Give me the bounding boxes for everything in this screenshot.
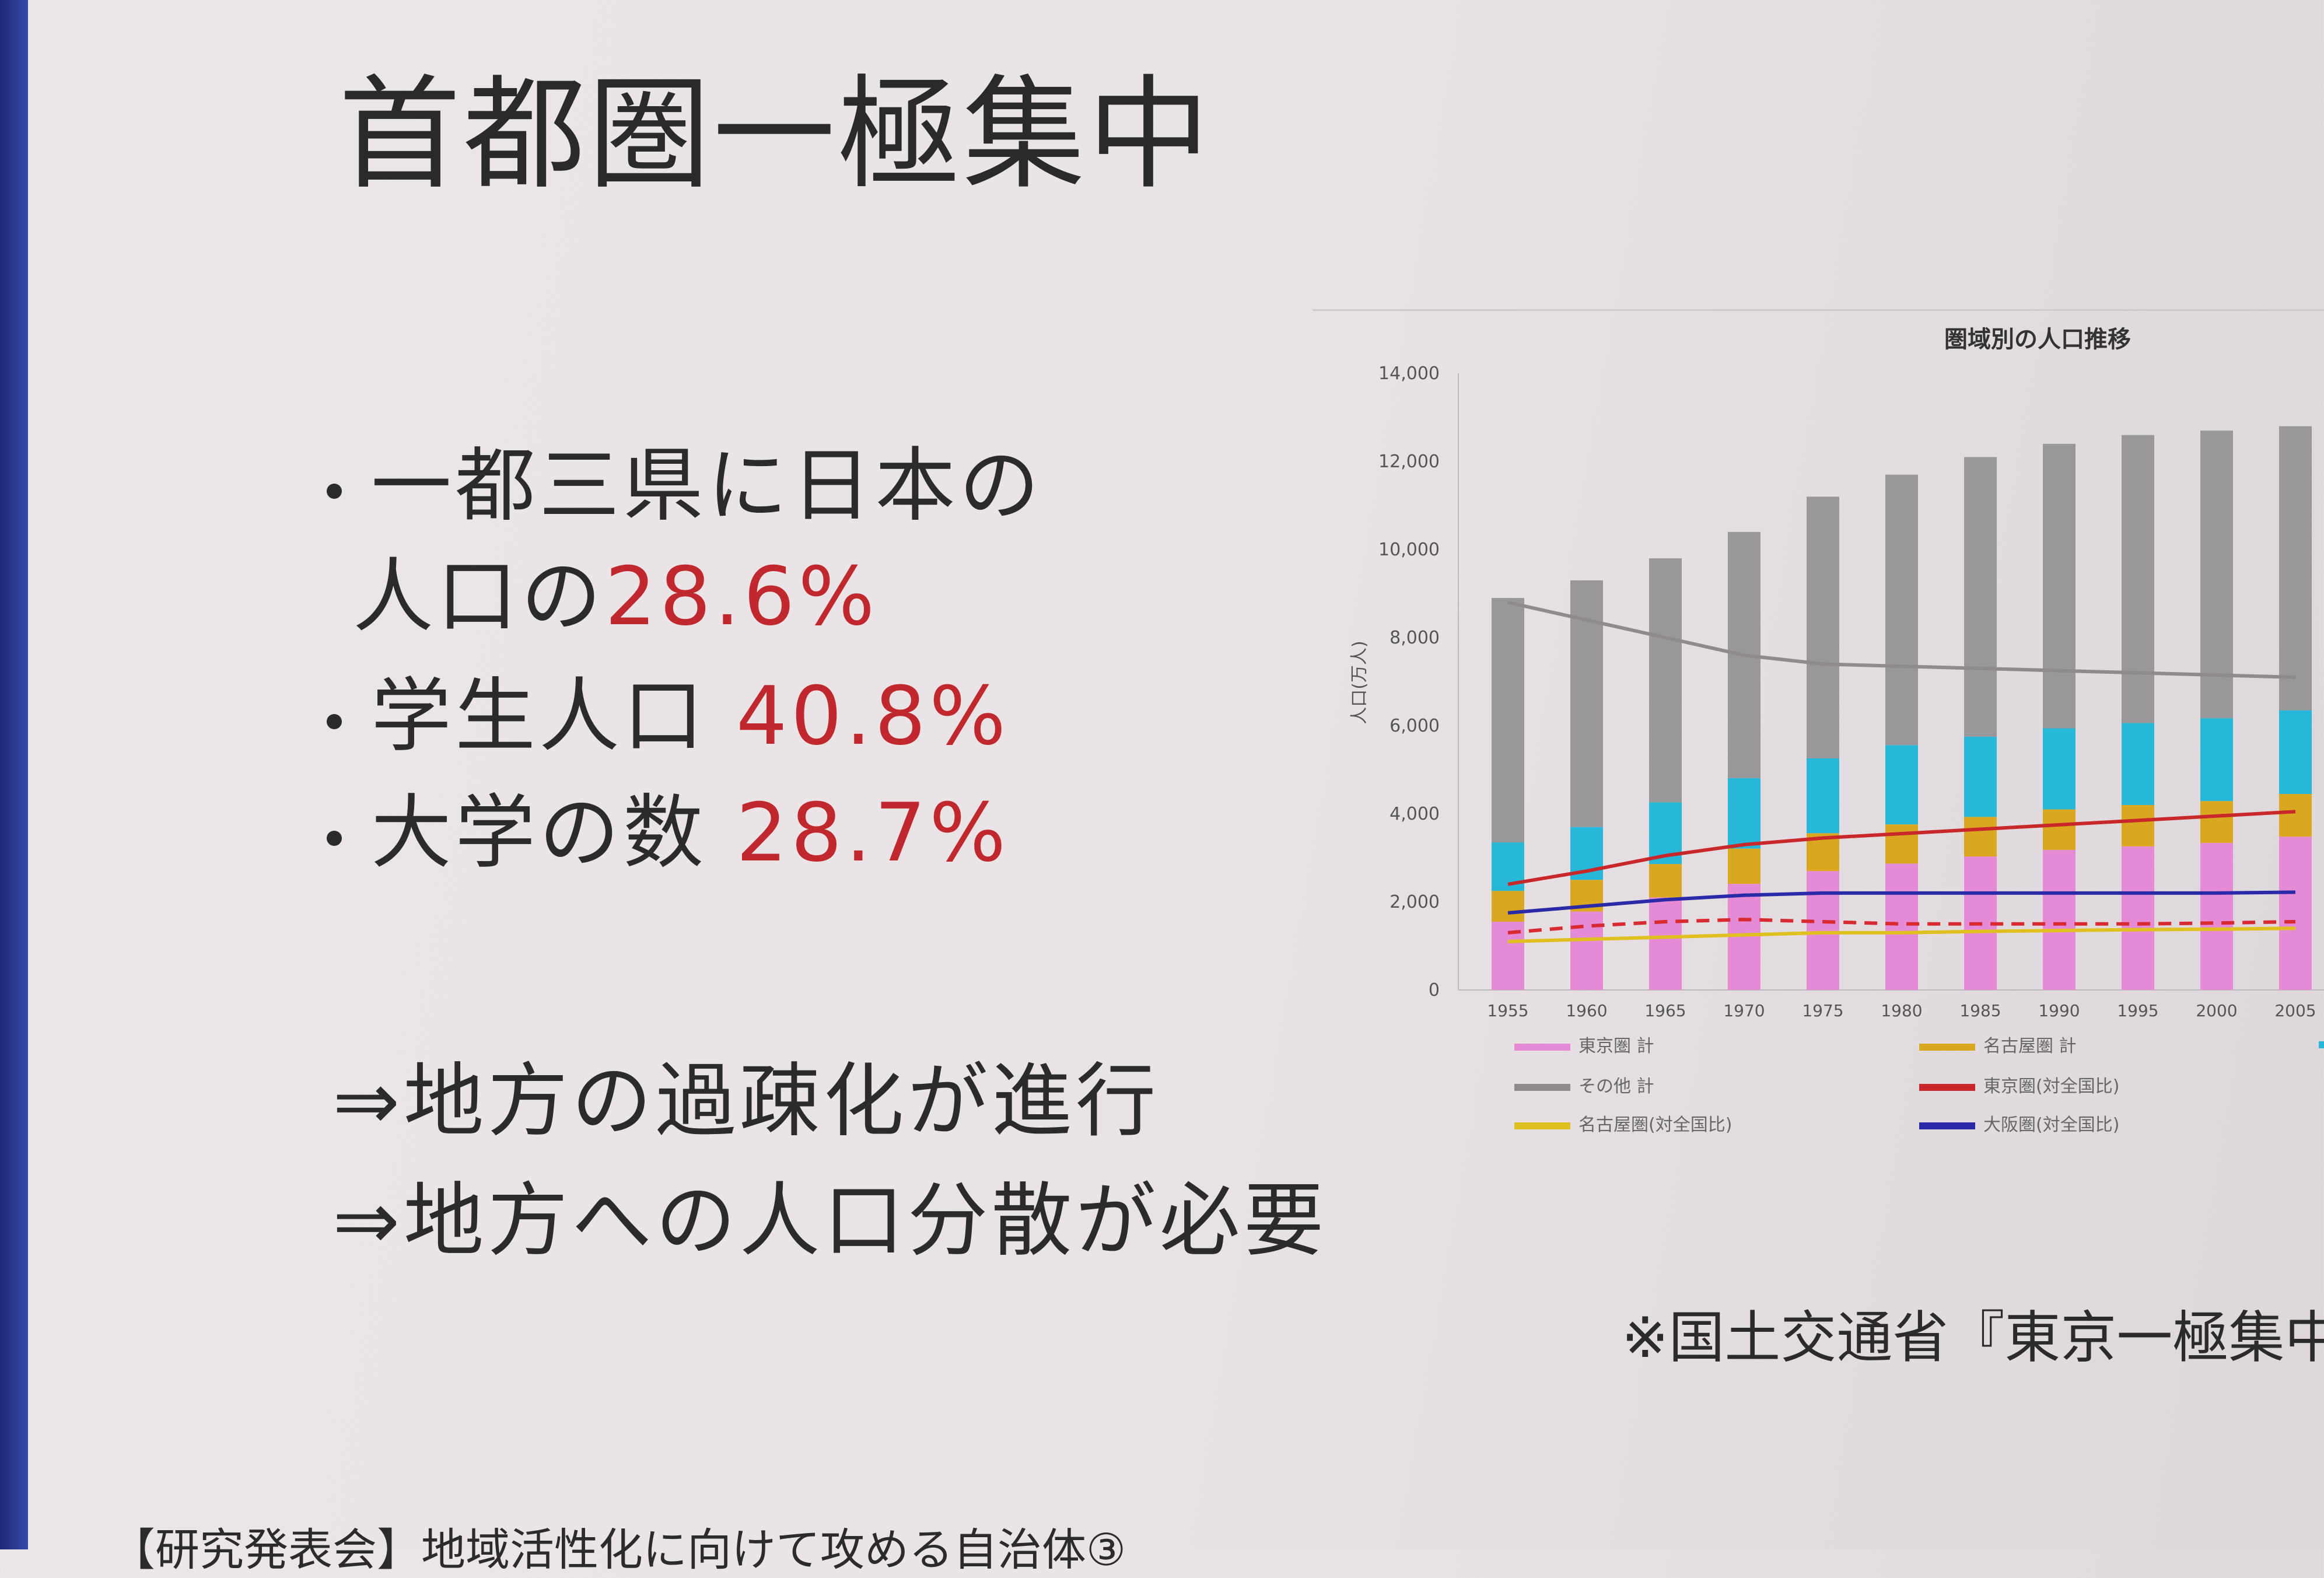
chart-divider — [1312, 309, 2324, 311]
window-edge — [0, 0, 28, 1549]
bullet-2: 学生人口 40.8% — [327, 650, 1009, 767]
bar-segment — [1728, 778, 1760, 849]
legend-swatch — [1919, 1044, 1975, 1051]
legend-label: その他 計 — [1578, 1076, 1654, 1097]
bar-segment — [2279, 710, 2312, 795]
bullet-text: 学生人口 — [371, 669, 736, 763]
bullet-1: 一都三県に日本の — [327, 420, 1043, 537]
bar-segment — [1492, 598, 1524, 843]
bar-segment — [1964, 817, 1997, 857]
y-tick-label: 0 — [1429, 980, 1440, 1000]
bar-segment — [2043, 809, 2076, 850]
x-tick-label: 1955 — [1487, 1001, 1528, 1020]
series-line — [1507, 810, 2296, 886]
x-tick-label: 1980 — [1881, 1001, 1922, 1020]
x-tick-label: 1965 — [1644, 1001, 1686, 1020]
bar-segment — [2043, 728, 2076, 810]
legend-label: 名古屋圏 計 — [1983, 1036, 2077, 1056]
bar-segment — [2122, 435, 2154, 723]
bar-segment — [2200, 842, 2233, 990]
x-tick-label: 2005 — [2274, 1001, 2316, 1020]
bullet-1-cont: 人口の28.6% — [353, 531, 878, 648]
bar-segment — [1649, 897, 1682, 990]
bar-segment — [2279, 837, 2312, 990]
bar-segment — [1728, 848, 1760, 884]
bullet-dot — [327, 831, 342, 846]
y-tick-label: 6,000 — [1390, 716, 1440, 736]
legend-swatch — [1514, 1084, 1570, 1091]
bar-segment — [1885, 474, 1918, 746]
chart-title: 圏域別の人口推移 — [1944, 326, 2131, 353]
bar-segment — [1964, 457, 1997, 737]
y-tick-label: 12,000 — [1378, 452, 1440, 472]
legend-label: 東京圏 計 — [1578, 1036, 1654, 1056]
y-axis-label: 人口(万人) — [1349, 641, 1370, 724]
legend-swatch — [1514, 1044, 1570, 1051]
legend-label: 東京圏(対全国比) — [1983, 1076, 2119, 1097]
bar-segment — [2200, 801, 2233, 843]
x-tick-label: 1970 — [1723, 1001, 1765, 1020]
bar-segment — [2200, 431, 2233, 719]
bar-segment — [1492, 891, 1524, 922]
y-tick-label: 14,000 — [1378, 363, 1440, 384]
legend-label: 大阪圏(対全国比) — [1983, 1115, 2119, 1135]
x-tick-label: 1985 — [1959, 1001, 2001, 1020]
legend-swatch — [1919, 1122, 1975, 1129]
bullet-text: 大学の数 — [371, 786, 736, 880]
bar-segment — [2122, 723, 2154, 805]
bar-segment — [1807, 758, 1839, 834]
bullet-dot — [327, 484, 342, 499]
conclusion-1: ⇒地方の過疎化が進行 — [332, 1054, 1160, 1148]
bullet-value: 40.8% — [736, 669, 1010, 763]
bullet-value: 28.7% — [736, 786, 1010, 880]
legend-label: 名古屋圏(対全国比) — [1578, 1115, 1732, 1135]
footer-title: 【研究発表会】地域活性化に向けて攻める自治体③ — [111, 1524, 1126, 1576]
bar-segment — [1885, 745, 1918, 825]
bar-segment — [2043, 443, 2076, 729]
x-tick-label: 1990 — [2038, 1001, 2080, 1020]
bar-segment — [2279, 426, 2312, 711]
bullet-text: 人口の — [353, 550, 606, 643]
bar-segment — [2200, 718, 2233, 802]
bar-segment — [2122, 804, 2154, 846]
bar-segment — [1885, 863, 1918, 990]
series-line — [1507, 918, 2296, 935]
conclusion-2: ⇒地方への人口分散が必要 — [332, 1174, 1328, 1268]
bullet-dot — [327, 714, 342, 730]
series-line — [1507, 890, 2296, 915]
population-chart: 圏域別の人口推移 0 2,000 4,000 6,000 8,000 10,000 12,00… — [1349, 326, 2324, 1135]
bar-segment — [1649, 864, 1682, 898]
bar-segment — [1570, 911, 1603, 990]
bar-segment — [1649, 558, 1682, 803]
legend-swatch — [1514, 1122, 1570, 1129]
legend-swatch — [2319, 1041, 2324, 1048]
y-tick-label: 2,000 — [1390, 892, 1440, 912]
x-tick-label: 2000 — [2196, 1001, 2237, 1020]
bar-segment — [2122, 846, 2154, 990]
y-tick-label: 8,000 — [1390, 628, 1440, 648]
bar-segment — [1885, 824, 1918, 864]
bar-segment — [2279, 794, 2312, 837]
series-line — [1507, 600, 2296, 679]
y-tick-label: 4,000 — [1390, 804, 1440, 824]
slide-title: 首都圏一極集中 — [338, 63, 1213, 206]
bar-segment — [1807, 496, 1839, 758]
bullet-value: 28.6% — [605, 550, 878, 643]
series-line — [1507, 926, 2296, 943]
source-note: ※国土交通省『東京一極集中の — [1622, 1305, 2324, 1370]
bar-segment — [1964, 736, 1997, 817]
legend-swatch — [1919, 1084, 1975, 1091]
x-tick-label: 1960 — [1566, 1001, 1607, 1020]
bar-segment — [2043, 849, 2076, 990]
x-tick-label: 1995 — [2117, 1001, 2158, 1020]
x-tick-label: 1975 — [1802, 1001, 1843, 1020]
bullet-text: 一都三県に日本の — [371, 439, 1044, 533]
y-tick-label: 10,000 — [1378, 540, 1440, 560]
bar-segment — [1807, 871, 1839, 990]
bullet-3: 大学の数 28.7% — [327, 767, 1009, 884]
